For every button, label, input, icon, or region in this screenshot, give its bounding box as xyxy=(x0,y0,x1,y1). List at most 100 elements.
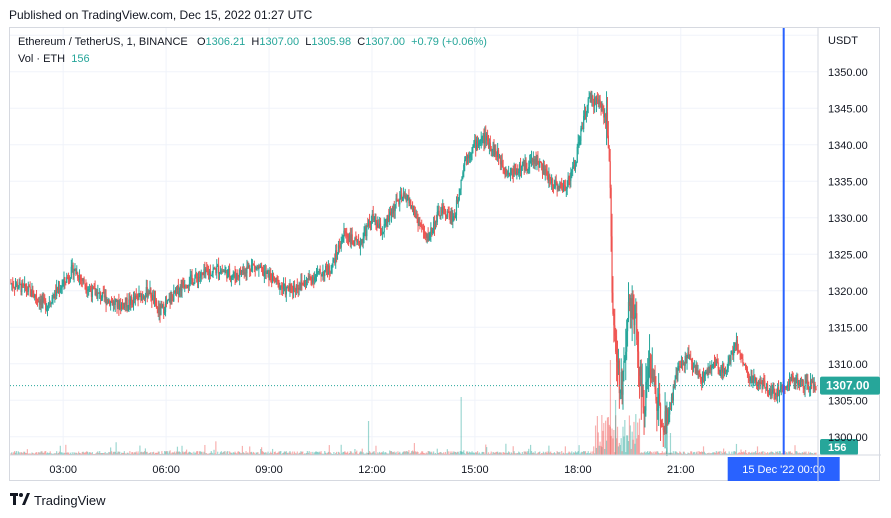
candle-body xyxy=(801,379,803,382)
volume-bar xyxy=(189,452,191,455)
candle-body xyxy=(541,164,544,174)
candle-body xyxy=(640,366,642,397)
candle-body xyxy=(784,386,786,388)
volume-bar xyxy=(367,453,369,455)
candle-body xyxy=(63,277,65,283)
volume-bar xyxy=(180,453,182,455)
volume-bar xyxy=(554,453,556,455)
volume-bar xyxy=(550,451,552,455)
candle-body xyxy=(646,380,648,382)
candle-body xyxy=(497,150,499,158)
volume-bar xyxy=(362,452,364,455)
volume-bar xyxy=(575,452,577,455)
volume-bar xyxy=(250,451,253,455)
volume-bar xyxy=(590,451,592,455)
volume-bar xyxy=(453,451,455,455)
candle-body xyxy=(104,295,106,298)
candle-body xyxy=(93,288,95,290)
volume-bar xyxy=(677,453,679,455)
volume-bar xyxy=(591,453,593,455)
volume-bar xyxy=(231,453,233,455)
candle-body xyxy=(694,366,696,374)
volume-bar xyxy=(796,451,798,455)
tradingview-logo[interactable]: TradingView xyxy=(10,492,106,508)
volume-bar xyxy=(405,451,407,455)
volume-bar xyxy=(284,451,286,455)
chart-pane[interactable]: 1307.00 156 15 Dec '22 00:00 USDT 1300.00 13… xyxy=(9,27,881,482)
candle-body xyxy=(802,379,804,388)
candle-body xyxy=(766,383,769,392)
volume-bar xyxy=(80,453,82,455)
volume-bar xyxy=(315,451,318,455)
candle-body xyxy=(293,285,295,292)
volume-bar xyxy=(399,451,401,455)
candle-body xyxy=(570,171,572,181)
volume-bar xyxy=(197,453,200,455)
volume-bar xyxy=(656,451,658,455)
volume-bar xyxy=(553,452,555,455)
price-tick-label: 1350.00 xyxy=(828,67,868,79)
candle-body xyxy=(178,291,180,296)
candle-body xyxy=(26,290,28,292)
candle-body xyxy=(333,259,335,261)
volume-bar xyxy=(609,426,611,455)
candle-body xyxy=(744,363,746,365)
volume-bar xyxy=(127,452,129,455)
candle-body xyxy=(622,371,624,395)
candle-body xyxy=(48,303,50,305)
candle-body xyxy=(496,152,498,158)
volume-bar xyxy=(615,415,617,455)
volume-bar xyxy=(413,443,416,455)
candle-body xyxy=(282,284,285,289)
candle-body xyxy=(495,148,497,153)
volume-bar xyxy=(71,452,73,455)
candle-body xyxy=(337,245,340,254)
volume-bar xyxy=(237,451,239,455)
candle-body xyxy=(790,374,792,382)
volume-bar xyxy=(503,452,505,455)
volume-bar xyxy=(225,453,227,455)
volume-bar xyxy=(381,452,383,455)
candle-body xyxy=(32,289,34,297)
volume-bar xyxy=(388,453,390,455)
volume-bar xyxy=(733,451,735,455)
volume-bar xyxy=(187,452,190,455)
volume-bar xyxy=(228,451,231,455)
volume-bar xyxy=(272,453,275,455)
candle-body xyxy=(10,283,12,285)
candle-body xyxy=(767,391,770,394)
candle-body xyxy=(292,290,294,292)
volume-bar xyxy=(341,453,343,455)
candle-body xyxy=(727,362,729,369)
volume-bar xyxy=(415,452,417,455)
volume-bar xyxy=(79,453,82,455)
candle-body xyxy=(303,284,305,286)
candle-body xyxy=(409,199,411,204)
candle-body xyxy=(324,270,326,276)
volume-bar xyxy=(332,453,334,455)
candle-body xyxy=(805,381,807,384)
volume-bar xyxy=(747,452,749,455)
volume-bar xyxy=(492,451,494,455)
candle-body xyxy=(265,271,267,274)
candle-body xyxy=(714,363,717,366)
candle-body xyxy=(336,253,339,255)
candle-body xyxy=(173,291,175,302)
volume-bar xyxy=(597,432,599,455)
candle-body xyxy=(709,364,711,370)
candle-body xyxy=(167,299,169,301)
volume-bar xyxy=(445,453,448,455)
low-label: L xyxy=(305,36,312,48)
volume-bar xyxy=(230,452,233,455)
volume-bar xyxy=(70,453,72,455)
volume-bar xyxy=(428,451,430,455)
candle-body xyxy=(317,271,319,273)
candle-body xyxy=(80,278,82,280)
volume-bar xyxy=(599,441,601,455)
candle-body xyxy=(458,194,460,201)
volume-bar xyxy=(255,452,257,455)
symbol-title[interactable]: Ethereum / TetherUS, 1, BINANCE xyxy=(18,36,188,48)
volume-label[interactable]: Vol · ETH xyxy=(18,53,66,65)
volume-spike xyxy=(460,397,462,455)
